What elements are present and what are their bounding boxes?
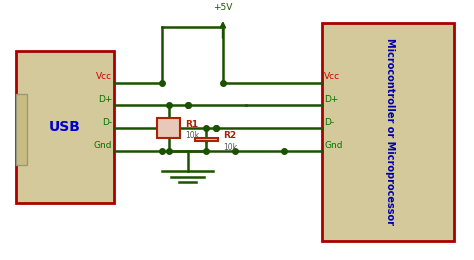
Text: Vcc: Vcc (324, 72, 340, 81)
Text: 10k: 10k (185, 131, 199, 140)
Text: Gnd: Gnd (94, 141, 112, 150)
Text: D-: D- (102, 118, 112, 127)
Text: 10k: 10k (223, 143, 237, 152)
Bar (195, 138, 218, 141)
Text: D-: D- (324, 118, 334, 127)
Text: +5V: +5V (213, 3, 233, 12)
Bar (16, 94, 27, 165)
Text: R2: R2 (223, 131, 236, 140)
Text: R1: R1 (185, 120, 198, 129)
Text: D+: D+ (98, 95, 112, 104)
Bar (157, 118, 181, 138)
Bar (322, 23, 454, 241)
Text: Vcc: Vcc (96, 72, 112, 81)
Text: USB: USB (49, 120, 81, 134)
Bar (16, 51, 115, 203)
Text: Microcontroller or Microprocessor: Microcontroller or Microprocessor (385, 38, 395, 225)
Text: D+: D+ (324, 95, 338, 104)
Text: Gnd: Gnd (324, 141, 343, 150)
